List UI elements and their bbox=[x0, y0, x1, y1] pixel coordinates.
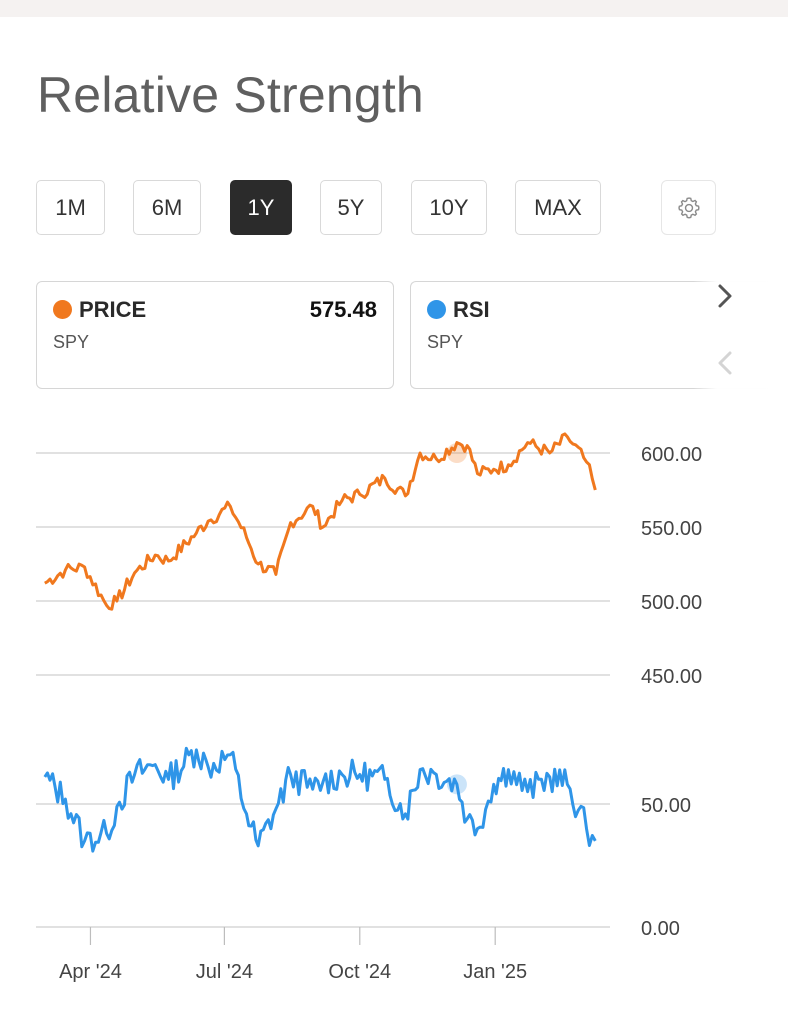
x-tick-label: Jul '24 bbox=[196, 961, 253, 983]
price-value: 575.48 bbox=[309, 297, 377, 322]
y-tick-label: 50.00 bbox=[641, 795, 691, 817]
y-tick-label: 0.00 bbox=[641, 918, 680, 940]
price-label: PRICE bbox=[79, 297, 147, 322]
card-fade bbox=[693, 281, 788, 389]
chevron-right-icon[interactable] bbox=[713, 283, 737, 309]
x-tick-label: Oct '24 bbox=[328, 961, 391, 983]
label-layer: 600.00 550.00 500.00 450.00 50.00 0.00 Apr '24… bbox=[59, 444, 702, 983]
price-symbol: SPY bbox=[53, 332, 90, 352]
series-layer bbox=[43, 432, 597, 853]
x-tick-label: Jan '25 bbox=[463, 961, 527, 983]
rsi-label: RSI bbox=[453, 297, 490, 322]
y-tick-label: 450.00 bbox=[641, 666, 702, 688]
rsi-symbol: SPY bbox=[427, 332, 464, 352]
range-1y-button[interactable]: 1Y bbox=[230, 180, 292, 235]
y-tick-label: 550.00 bbox=[641, 518, 702, 540]
y-tick-label: 600.00 bbox=[641, 444, 702, 466]
relative-strength-chart: 600.00 550.00 500.00 450.00 50.00 0.00 Apr '24… bbox=[36, 432, 702, 983]
y-tick-label: 500.00 bbox=[641, 592, 702, 614]
range-6m-button[interactable]: 6M bbox=[133, 180, 201, 235]
x-tick-label: Apr '24 bbox=[59, 961, 122, 983]
chevron-left-icon[interactable] bbox=[713, 350, 737, 376]
price-dot bbox=[53, 300, 72, 319]
rsi-highlight-marker bbox=[446, 774, 467, 795]
range-10y-button[interactable]: 10Y bbox=[411, 180, 487, 235]
page-title: Relative Strength bbox=[37, 67, 424, 123]
price-card[interactable]: PRICE 575.48 SPY bbox=[36, 281, 394, 389]
range-max-button[interactable]: MAX bbox=[515, 180, 601, 235]
rsi-line bbox=[43, 746, 597, 853]
price-line bbox=[44, 432, 597, 611]
top-bar bbox=[0, 0, 788, 17]
range-5y-button[interactable]: 5Y bbox=[320, 180, 382, 235]
rsi-dot bbox=[427, 300, 446, 319]
price-highlight-marker bbox=[446, 443, 467, 463]
gear-icon bbox=[677, 196, 700, 218]
range-1m-button[interactable]: 1M bbox=[36, 180, 105, 235]
settings-button[interactable] bbox=[661, 180, 716, 235]
